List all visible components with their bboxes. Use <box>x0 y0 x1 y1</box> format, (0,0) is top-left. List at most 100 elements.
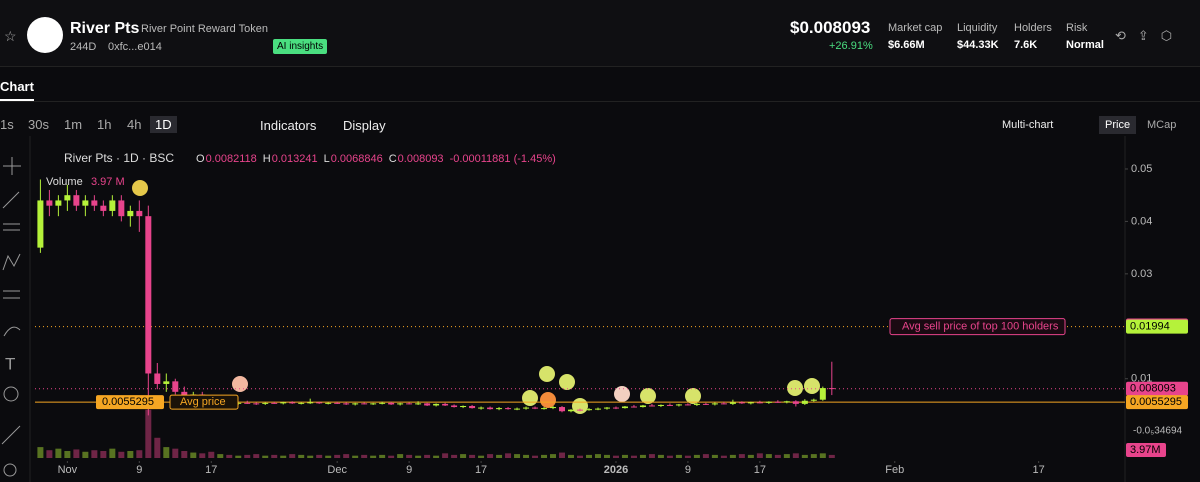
volume-bar <box>532 455 539 458</box>
volume-bar <box>379 454 386 458</box>
interval[interactable]: 4h <box>127 117 142 132</box>
interval[interactable]: 30s <box>28 117 49 132</box>
candle-body <box>657 404 664 406</box>
candle-body <box>127 210 134 217</box>
volume-bar <box>181 451 188 458</box>
volume-bar <box>810 454 817 458</box>
candle-body <box>514 408 521 410</box>
metric-label: Market cap <box>888 22 943 34</box>
volume-bar <box>343 454 350 458</box>
candle-body <box>46 200 53 206</box>
header: ☆ River Pts River Point Reward Token 244… <box>0 0 1200 67</box>
volume-bar <box>765 454 772 458</box>
volume-bar <box>648 454 655 458</box>
metric-value: $44.33K <box>957 39 999 51</box>
volume-bar <box>388 455 395 458</box>
candle-body <box>118 200 125 217</box>
interval[interactable]: 1s <box>0 117 14 132</box>
candle-body <box>163 381 170 384</box>
candle-body <box>792 401 799 404</box>
x-tick-label: 17 <box>754 464 766 476</box>
volume-bar <box>289 454 296 458</box>
candle-body <box>639 405 646 408</box>
star[interactable]: ☆ <box>4 28 17 44</box>
interval[interactable]: 1m <box>64 117 83 132</box>
tab[interactable]: Chart <box>0 79 34 101</box>
price-toggle[interactable]: Price <box>1099 116 1137 134</box>
candle-body <box>612 407 619 409</box>
volume-bar <box>271 454 278 458</box>
candle-body <box>720 403 727 405</box>
candle-body <box>621 406 628 409</box>
text-tool[interactable]: T <box>5 354 15 373</box>
candle-body <box>415 403 422 405</box>
volume-bar <box>594 454 601 458</box>
ohlc-value: 0.008093 <box>398 153 444 165</box>
candle-body <box>397 403 404 405</box>
volume-bar <box>217 454 224 458</box>
volume-bar <box>208 451 215 458</box>
x-tick-label: 17 <box>475 464 487 476</box>
candle-body <box>352 403 359 405</box>
display[interactable]: Display <box>343 118 386 133</box>
volume-bar <box>729 454 736 458</box>
candle-body <box>559 407 566 412</box>
volume-bar <box>55 448 62 458</box>
multi-chart[interactable]: Multi-chart <box>1002 119 1054 131</box>
candle-body <box>91 200 98 206</box>
candle-body <box>325 402 332 404</box>
volume-bar <box>702 454 709 458</box>
volume-bar <box>280 455 287 458</box>
candle-body <box>783 401 790 403</box>
interval[interactable]: 1h <box>97 117 112 132</box>
indicators[interactable]: Indicators <box>260 118 317 133</box>
volume-bar <box>46 450 53 458</box>
volume-bar <box>657 454 664 458</box>
ohlc-prefix: C <box>389 153 397 165</box>
volume-bar <box>127 451 134 458</box>
volume-bar <box>460 454 467 458</box>
volume-bar <box>693 454 700 458</box>
volume-bar <box>64 451 71 458</box>
x-tick-label: Feb <box>885 464 904 476</box>
mcap-toggle[interactable]: MCap <box>1147 119 1177 131</box>
candle-body <box>684 404 691 406</box>
candle-body <box>136 210 143 217</box>
ai-insights[interactable]: AI insights <box>273 39 328 54</box>
volume-bar <box>675 454 682 458</box>
header-icons[interactable]: ⟲⇪⬡ <box>1115 28 1185 43</box>
volume-bar <box>801 454 808 458</box>
ohlc-prefix: O <box>196 153 205 165</box>
divider <box>0 101 1200 102</box>
candle-body <box>388 402 395 405</box>
candle-body <box>801 400 808 404</box>
volume-bar <box>118 451 125 458</box>
candle-body <box>370 403 377 405</box>
volume-bar <box>559 452 566 458</box>
volume-bar <box>541 454 548 458</box>
volume-bar <box>100 451 107 458</box>
candle-body <box>505 408 512 410</box>
volume-bar <box>720 455 727 458</box>
legend-title: River Pts · 1D · BSC <box>64 151 174 165</box>
drawing-tools[interactable] <box>1 157 21 477</box>
x-tick-label: 9 <box>136 464 142 476</box>
volume-bar <box>190 452 197 458</box>
candle-body <box>711 403 718 405</box>
volume-bar <box>747 454 754 458</box>
volume-bar <box>361 454 368 458</box>
ohlc-prefix: L <box>324 153 330 165</box>
price: $0.008093 <box>790 18 871 37</box>
candle-body <box>496 408 503 410</box>
address[interactable]: 0xfc...e014 <box>108 41 162 53</box>
volume-bar <box>478 455 485 458</box>
volume-bar <box>199 453 206 458</box>
y-tick-label: 0.01 <box>1131 373 1152 385</box>
x-tick-label: 2026 <box>604 464 628 476</box>
candle-body <box>585 409 592 411</box>
volume-bar <box>253 454 260 458</box>
interval[interactable]: 1D <box>150 116 177 133</box>
avg-price-label: Avg price <box>180 396 226 408</box>
candle-body <box>541 408 548 410</box>
volume-bar <box>91 450 98 458</box>
